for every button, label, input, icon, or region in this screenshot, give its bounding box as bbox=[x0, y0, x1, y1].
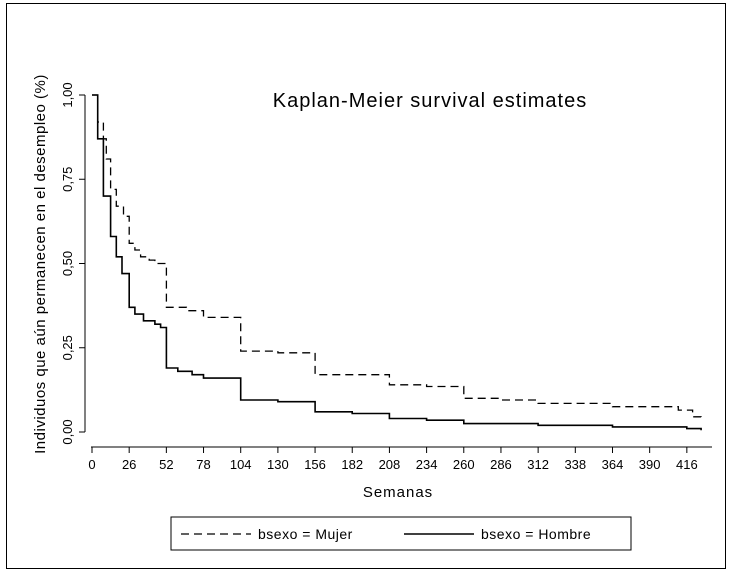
legend-box bbox=[170, 516, 632, 551]
x-tick-label: 416 bbox=[676, 457, 698, 472]
x-tick-label: 286 bbox=[490, 457, 512, 472]
y-tick-label: 0,25 bbox=[60, 335, 75, 360]
y-tick-label: 0,00 bbox=[60, 419, 75, 444]
chart-title: Kaplan-Meier survival estimates bbox=[273, 90, 587, 112]
x-tick-label: 104 bbox=[230, 457, 252, 472]
x-tick-label: 182 bbox=[341, 457, 363, 472]
x-tick-label: 208 bbox=[379, 457, 401, 472]
x-tick-label: 312 bbox=[527, 457, 549, 472]
x-tick-label: 0 bbox=[88, 457, 95, 472]
legend: bsexo = Mujer bsexo = Hombre bbox=[170, 516, 632, 551]
x-tick-label: 260 bbox=[453, 457, 475, 472]
axes bbox=[84, 95, 712, 448]
x-ticks: 0 26 52 78 104 130 156 182 208 234 260 286 312 338 364… bbox=[88, 447, 698, 472]
legend-label-hombre: bsexo = Hombre bbox=[481, 526, 591, 542]
y-axis-label: Individuos que aún permanecen en el dese… bbox=[32, 74, 49, 454]
y-ticks: 0,00 0,25 0,50 0,75 1,00 bbox=[60, 82, 85, 445]
legend-label-mujer: bsexo = Mujer bbox=[258, 526, 353, 542]
x-tick-label: 364 bbox=[602, 457, 624, 472]
x-tick-label: 390 bbox=[639, 457, 661, 472]
y-tick-label: 1,00 bbox=[60, 82, 75, 107]
x-tick-label: 26 bbox=[122, 457, 136, 472]
series-layer bbox=[92, 94, 702, 431]
x-tick-label: 156 bbox=[304, 457, 326, 472]
x-axis-label: Semanas bbox=[363, 484, 433, 501]
x-tick-label: 130 bbox=[267, 457, 289, 472]
chart-frame bbox=[6, 3, 726, 569]
y-tick-label: 0,50 bbox=[60, 251, 75, 276]
x-tick-label: 52 bbox=[159, 457, 173, 472]
x-tick-label: 234 bbox=[416, 457, 438, 472]
series-mujer-line bbox=[92, 94, 702, 421]
x-tick-label: 78 bbox=[196, 457, 210, 472]
x-tick-label: 338 bbox=[564, 457, 586, 472]
series-hombre-line bbox=[92, 94, 702, 431]
y-tick-label: 0,75 bbox=[60, 167, 75, 192]
